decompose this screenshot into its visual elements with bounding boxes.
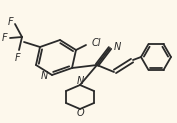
Text: F: F	[1, 33, 7, 43]
Text: F: F	[15, 53, 21, 63]
Text: N: N	[41, 71, 48, 81]
Text: N: N	[76, 76, 84, 86]
Text: N: N	[114, 42, 121, 52]
Text: Cl: Cl	[92, 38, 101, 48]
Text: O: O	[76, 108, 84, 118]
Text: F: F	[7, 17, 13, 27]
